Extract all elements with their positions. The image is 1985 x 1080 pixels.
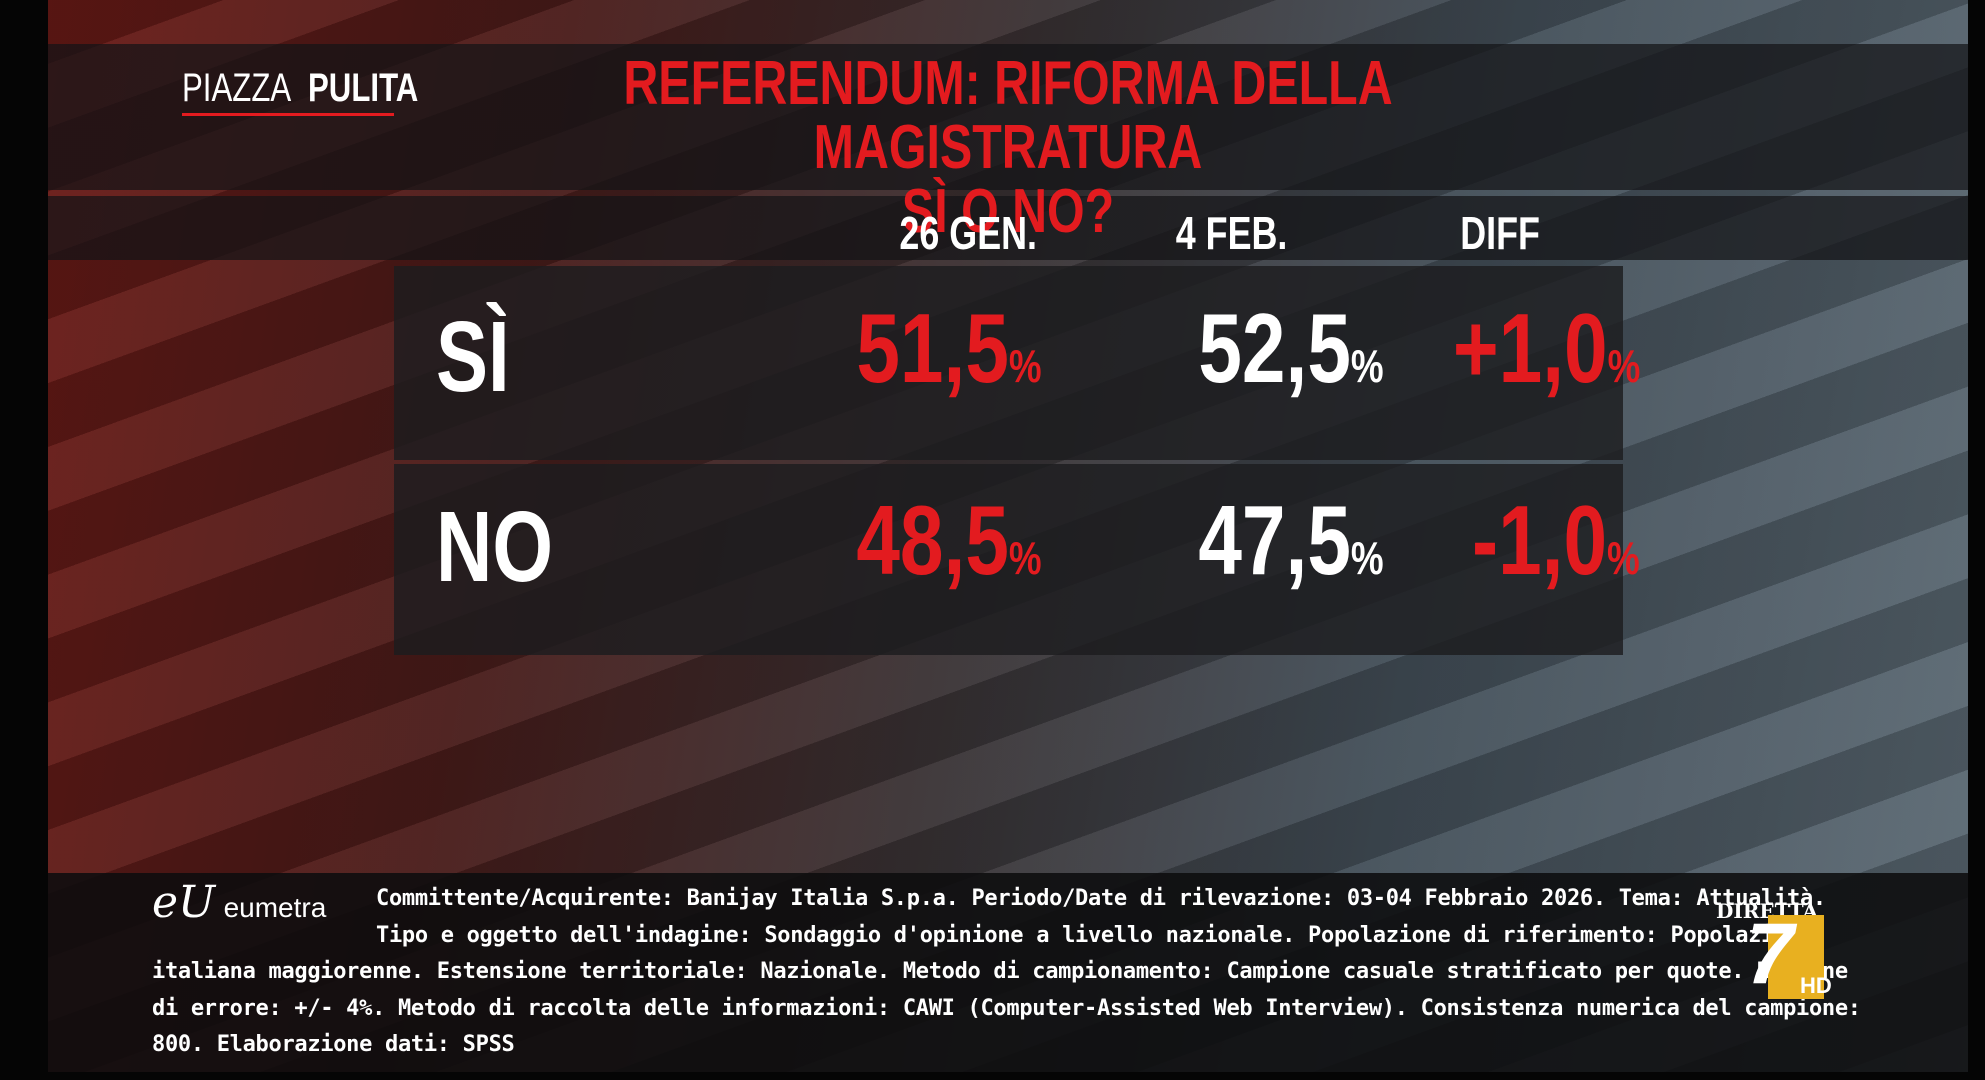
logo-part: PULITA <box>308 66 419 110</box>
cell-value: +1,0 <box>1452 293 1608 403</box>
methodology-note: Committente/Acquirente: Banijay Italia S… <box>152 881 1872 1064</box>
broadcast-screen: PIAZZA PULITA REFERENDUM: RIFORMA DELLA M… <box>48 0 1968 1072</box>
table-cell: +1,0% <box>1453 292 1641 405</box>
column-header: 26 GEN. <box>818 206 1118 260</box>
cell-value: 48,5 <box>856 485 1010 595</box>
cell-unit: % <box>1607 340 1640 392</box>
channel-logo: DIRETTA 7 HD <box>1716 899 1846 1002</box>
cell-unit: % <box>1351 340 1384 392</box>
title-line: REFERENDUM: RIFORMA DELLA MAGISTRATURA <box>623 49 1393 182</box>
pollster-mark: eU <box>152 877 216 928</box>
table-row-bg <box>394 266 1623 460</box>
channel-badge <box>1768 915 1824 999</box>
cell-value: 47,5 <box>1198 485 1352 595</box>
cell-value: 51,5 <box>856 293 1010 403</box>
cell-value: -1,0 <box>1472 485 1608 595</box>
methodology-text: Committente/Acquirente: Banijay Italia S… <box>152 886 1861 1057</box>
row-label: SÌ <box>436 300 530 415</box>
title: REFERENDUM: RIFORMA DELLA MAGISTRATURA S… <box>348 52 1668 244</box>
cell-unit: % <box>1009 340 1042 392</box>
logo-underline <box>182 113 394 116</box>
logo-space <box>152 881 376 951</box>
column-header-text: 26 GEN. <box>899 207 1037 259</box>
table-cell: 48,5% <box>857 484 1042 597</box>
table-cell: 51,5% <box>857 292 1042 405</box>
pollster-logo: eU eumetra <box>152 877 326 928</box>
show-logo: PIAZZA PULITA <box>182 66 450 116</box>
column-header: 4 FEB. <box>1082 206 1382 260</box>
cell-value: 52,5 <box>1198 293 1352 403</box>
table-cell: -1,0% <box>1472 484 1640 597</box>
logo-part: PIAZZA <box>182 66 292 110</box>
table-row-bg <box>394 464 1623 655</box>
title-line: SÌ O NO? <box>901 177 1115 246</box>
footer: eU eumetra Committente/Acquirente: Banij… <box>48 873 1968 1072</box>
channel-quality: HD <box>1800 973 1832 998</box>
row-label: NO <box>436 490 586 605</box>
row-label-text: NO <box>436 491 553 603</box>
column-header-text: DIFF <box>1460 207 1540 259</box>
cell-unit: % <box>1009 532 1042 584</box>
channel-number: 7 <box>1746 906 1794 1002</box>
pollster-name: eumetra <box>223 892 327 923</box>
cell-unit: % <box>1607 532 1640 584</box>
column-header-band <box>48 196 1968 260</box>
table-cell: 47,5% <box>1199 484 1384 597</box>
column-header: DIFF <box>1350 206 1650 260</box>
row-label-text: SÌ <box>436 301 510 413</box>
table-cell: 52,5% <box>1199 292 1384 405</box>
cell-unit: % <box>1351 532 1384 584</box>
header-band <box>48 44 1968 190</box>
column-header-text: 4 FEB. <box>1176 207 1288 259</box>
